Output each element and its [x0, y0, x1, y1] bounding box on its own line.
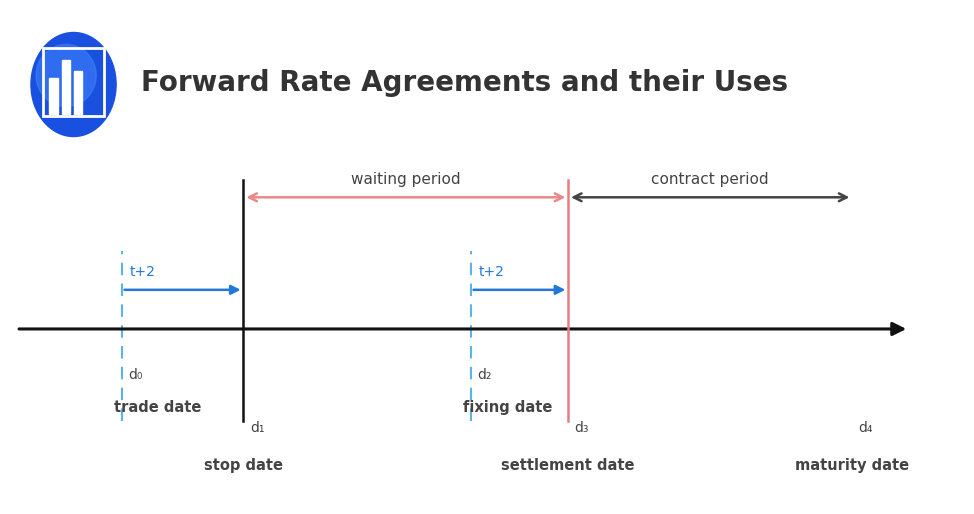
Text: d₀: d₀ [129, 368, 142, 382]
Ellipse shape [36, 44, 96, 106]
Bar [50, 78, 57, 114]
Ellipse shape [31, 32, 116, 137]
Text: d₁: d₁ [250, 421, 265, 435]
Text: stop date: stop date [204, 458, 283, 473]
Text: d₄: d₄ [859, 421, 874, 435]
Text: trade date: trade date [114, 400, 201, 415]
Text: settlement date: settlement date [502, 458, 635, 473]
Bar [61, 60, 70, 114]
Text: d₃: d₃ [575, 421, 589, 435]
Text: waiting period: waiting period [351, 172, 461, 187]
Text: fixing date: fixing date [463, 400, 552, 415]
Bar [43, 48, 104, 116]
Text: d₂: d₂ [477, 368, 492, 382]
Bar [74, 71, 82, 114]
Text: t+2: t+2 [130, 265, 156, 279]
Text: t+2: t+2 [479, 265, 505, 279]
Text: contract period: contract period [652, 172, 769, 187]
Text: Forward Rate Agreements and their Uses: Forward Rate Agreements and their Uses [141, 69, 788, 98]
Text: maturity date: maturity date [795, 458, 910, 473]
